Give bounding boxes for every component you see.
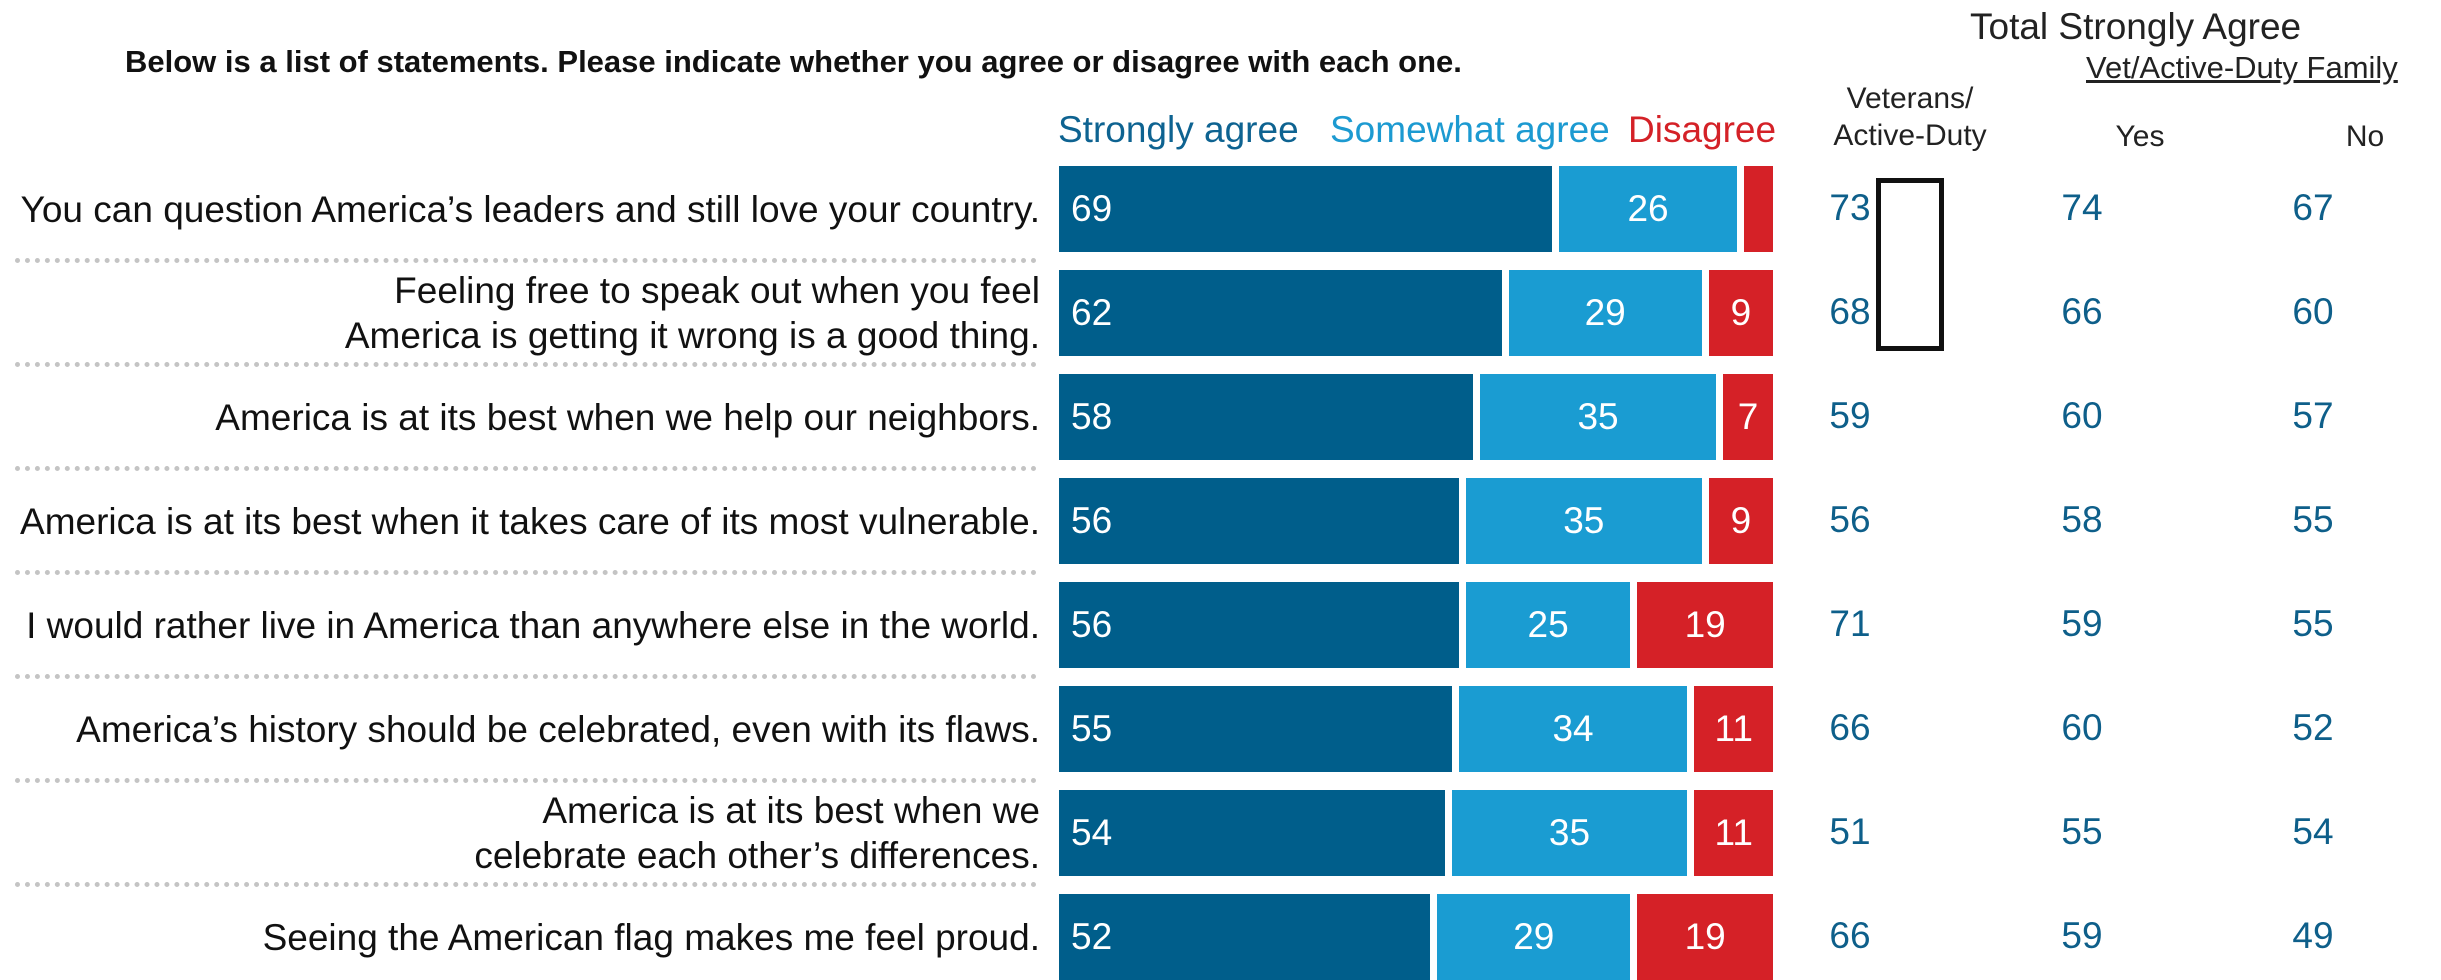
statement-line: I would rather live in America than anyw… [26, 604, 1040, 646]
veterans-value: 71 [1829, 603, 1871, 644]
row-separator [15, 882, 1037, 887]
bar-strongly-agree: 56 [1059, 478, 1459, 564]
row-separator [15, 466, 1037, 471]
family-no-value: 67 [2292, 187, 2334, 228]
total-strongly-agree-header: Total Strongly Agree [1970, 6, 2302, 47]
legend-somewhat-agree: Somewhat agree [1330, 109, 1610, 150]
statement-line: America is at its best when we [542, 790, 1040, 831]
bar-strongly-agree: 58 [1059, 374, 1474, 460]
row-separator [15, 674, 1037, 679]
veterans-value: 51 [1829, 811, 1871, 852]
statement-label: America is at its best when it takes car… [0, 499, 1040, 544]
statement-label: America is at its best when we help our … [0, 395, 1040, 440]
veterans-column-header: Veterans/ Active-Duty [1810, 80, 2010, 154]
statement-line: You can question America’s leaders and s… [20, 188, 1040, 230]
bar-disagree: 19 [1637, 894, 1773, 980]
statement-line: America is at its best when it takes car… [20, 500, 1040, 542]
bar-disagree: 9 [1708, 478, 1773, 564]
family-yes-value: 66 [2061, 291, 2103, 332]
statement-line: America is getting it wrong is a good th… [344, 315, 1040, 356]
legend-disagree: Disagree [1628, 109, 1777, 150]
bar-disagree [1744, 166, 1773, 252]
question-text: Below is a list of statements. Please in… [125, 44, 1462, 79]
statement-line: Seeing the American flag makes me feel p… [262, 916, 1040, 958]
bar-somewhat-agree: 35 [1465, 478, 1702, 564]
veterans-value: 56 [1829, 499, 1871, 540]
veterans-value: 73 [1829, 187, 1871, 228]
veterans-value: 68 [1829, 291, 1871, 332]
family-yes-value: 59 [2061, 603, 2103, 644]
statement-line: America is at its best when we help our … [215, 396, 1040, 438]
family-no-value: 54 [2292, 811, 2334, 852]
statement-label: Feeling free to speak out when you feel A… [0, 268, 1040, 358]
family-no-value: 52 [2292, 707, 2334, 748]
statement-label: Seeing the American flag makes me feel p… [0, 915, 1040, 960]
veterans-header-line1: Veterans/ [1846, 82, 1974, 115]
bar-somewhat-agree: 29 [1437, 894, 1631, 980]
family-no-value: 60 [2292, 291, 2334, 332]
bar-disagree: 7 [1723, 374, 1773, 460]
bar-disagree: 11 [1694, 790, 1773, 876]
statement-line: celebrate each other’s differences. [474, 835, 1040, 876]
highlight-box [1876, 178, 1944, 351]
bar-strongly-agree: 52 [1059, 894, 1431, 980]
bar-strongly-agree: 69 [1059, 166, 1552, 252]
statement-line: America’s history should be celebrated, … [76, 708, 1040, 750]
bar-somewhat-agree: 26 [1558, 166, 1738, 252]
row-separator [15, 362, 1037, 367]
statement-label: I would rather live in America than anyw… [0, 603, 1040, 648]
bar-strongly-agree: 55 [1059, 686, 1452, 772]
bar-disagree: 19 [1637, 582, 1773, 668]
row-separator [15, 570, 1037, 575]
veterans-value: 66 [1829, 707, 1871, 748]
family-no-value: 57 [2292, 395, 2334, 436]
bar-somewhat-agree: 35 [1451, 790, 1688, 876]
no-column-header: No [2345, 120, 2385, 153]
family-no-value: 49 [2292, 915, 2334, 956]
statement-label: America is at its best when we celebrate … [0, 788, 1040, 878]
bar-somewhat-agree: 25 [1465, 582, 1631, 668]
statement-label: You can question America’s leaders and s… [0, 187, 1040, 232]
bar-somewhat-agree: 29 [1508, 270, 1702, 356]
legend-strongly-agree: Strongly agree [1058, 109, 1299, 150]
row-separator [15, 258, 1037, 263]
row-separator [15, 778, 1037, 783]
family-yes-value: 59 [2061, 915, 2103, 956]
bar-somewhat-agree: 35 [1480, 374, 1716, 460]
veterans-value: 66 [1829, 915, 1871, 956]
yes-column-header: Yes [2115, 120, 2165, 153]
bar-disagree: 11 [1694, 686, 1773, 772]
bar-somewhat-agree: 34 [1458, 686, 1688, 772]
bar-strongly-agree: 56 [1059, 582, 1459, 668]
veterans-header-line2: Active-Duty [1833, 119, 1987, 152]
family-yes-value: 60 [2061, 395, 2103, 436]
family-yes-value: 55 [2061, 811, 2103, 852]
family-yes-value: 74 [2061, 187, 2103, 228]
family-no-value: 55 [2292, 603, 2334, 644]
family-header: Vet/Active-Duty Family [2086, 50, 2398, 85]
veterans-value: 59 [1829, 395, 1871, 436]
statement-label: America’s history should be celebrated, … [0, 707, 1040, 752]
bar-disagree: 9 [1708, 270, 1773, 356]
family-yes-value: 60 [2061, 707, 2103, 748]
statement-line: Feeling free to speak out when you feel [394, 270, 1040, 311]
bar-strongly-agree: 54 [1059, 790, 1445, 876]
family-no-value: 55 [2292, 499, 2334, 540]
bar-strongly-agree: 62 [1059, 270, 1502, 356]
family-yes-value: 58 [2061, 499, 2103, 540]
